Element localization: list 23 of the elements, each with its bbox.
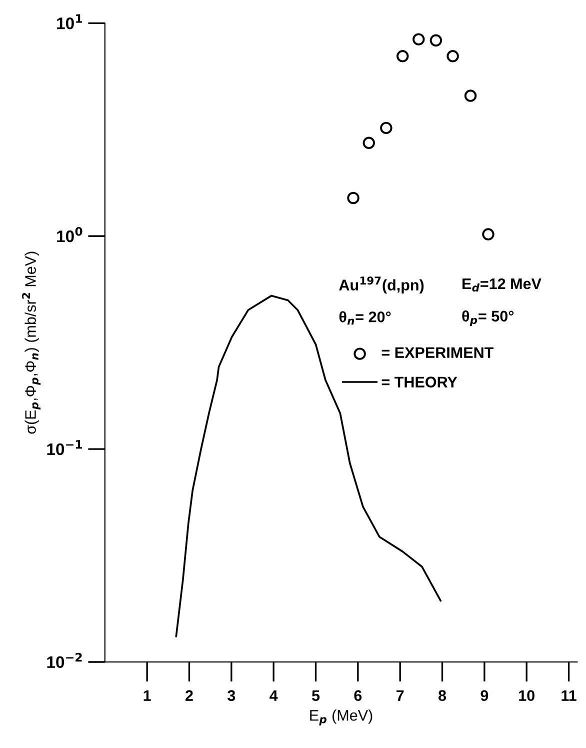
x-tick-label: 8 [438,690,446,701]
x-tick-label: 1 [144,690,151,701]
y-tick-label: 10$^{1}$ [57,14,82,30]
x-tick-label: 5 [312,690,320,701]
x-tick-label: 9 [480,690,488,701]
x-tick-label: 6 [354,690,362,701]
x-tick-label: 10 [519,690,534,701]
y-tick-label: 10$^{−2}$ [47,652,82,668]
legend-label: = EXPERIMENT [382,347,494,358]
annotation: θ$_{p}$= 50° [462,310,514,326]
x-tick-label: 7 [396,690,404,701]
y-tick-label: 10$^{0}$ [57,226,82,242]
annotation: Au$^{197}$(d,pn) [339,276,424,294]
annotation: θ$_{n}$= 20° [339,311,391,325]
y-tick-label: 10$^{−1}$ [47,440,82,456]
text: σ(E$_{p}$,Φ$_{p}$,Φ$_{n}$) (mb/sr$^{2}$ MeV) [22,252,41,434]
legend-label: = THEORY [382,376,458,388]
x-tick-label: 3 [228,690,236,701]
x-tick-label: 11 [562,690,576,701]
x-axis-title: E$_{p}$ (MeV) [310,710,372,726]
annotation: E$_{d}$=12 MeV [462,278,542,292]
x-tick-label: 2 [186,690,193,701]
x-tick-label: 4 [270,690,278,701]
